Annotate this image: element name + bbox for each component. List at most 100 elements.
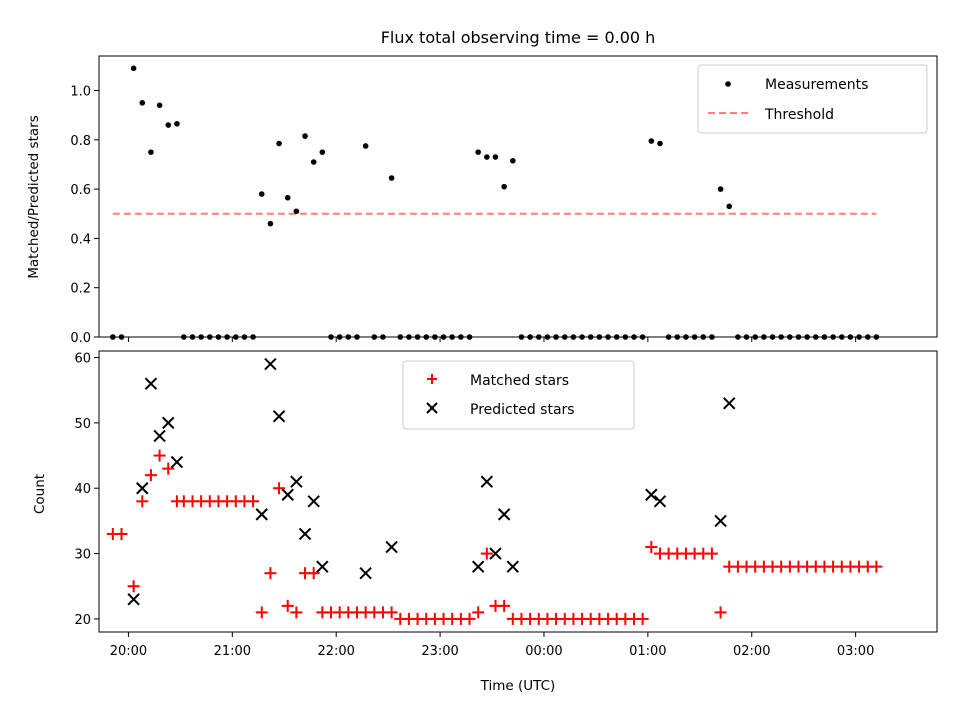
bottom-y-tick-label-0: 20 [74, 613, 91, 628]
top-y-tick-label-4: 0.8 [70, 134, 91, 149]
bottom-x-tick-label-0: 20:00 [110, 644, 147, 659]
measurement-point-42 [475, 149, 481, 155]
legend-measurements-marker [725, 81, 731, 87]
bottom-x-tick-label-3: 23:00 [421, 644, 458, 659]
top-panel: 0.0 0.2 0.4 0.6 0.8 1.0 Matched/Predicted sta… [26, 55, 938, 346]
measurement-point-4 [148, 149, 154, 155]
measurement-point-7 [174, 120, 180, 127]
matched-point-42 [472, 606, 485, 619]
matched-point-23 [307, 567, 320, 580]
predicted-point-17 [480, 475, 494, 488]
measurement-point-23 [310, 159, 317, 165]
matched-point-21 [290, 606, 303, 619]
bottom-panel: 20 30 40 50 60 20:00 21:00 22:00 23:00 00:00 01:0… [32, 350, 938, 694]
top-axes-frame [98, 55, 938, 338]
predicted-point-14 [359, 566, 372, 580]
legend-predicted-label: Predicted stars [470, 402, 575, 418]
legend-matched-marker [427, 374, 437, 384]
legend-threshold-label: Threshold [764, 107, 834, 123]
legend-predicted-marker [426, 402, 438, 414]
bottom-y-tick-label-3: 50 [74, 417, 91, 432]
matched-point-41 [463, 612, 476, 625]
measurement-point-71 [726, 203, 733, 210]
predicted-point-12 [307, 495, 320, 508]
matched-point-16 [247, 495, 260, 508]
measurement-point-21 [293, 208, 300, 215]
measurement-point-19 [276, 140, 282, 147]
matched-point-4 [144, 469, 157, 482]
matched-point-18 [264, 567, 277, 580]
predicted-point-7 [264, 357, 277, 371]
measurement-point-20 [284, 194, 291, 201]
measurement-point-43 [484, 154, 490, 160]
predicted-point-19 [497, 508, 511, 521]
predicted-point-24 [723, 397, 736, 410]
matched-point-45 [498, 599, 511, 612]
predicted-point-4 [162, 416, 175, 430]
top-x-ticks [127, 337, 857, 342]
bottom-x-ticks: 20:00 21:00 22:00 23:00 00:00 01:00 02:00 03:00 [110, 632, 874, 659]
bottom-x-tick-label-7: 03:00 [837, 644, 874, 659]
measurement-point-70 [717, 186, 724, 192]
matched-point-2 [127, 580, 140, 593]
predicted-point-23 [714, 514, 727, 528]
matched-point-20 [281, 599, 294, 612]
top-legend-box [697, 64, 928, 134]
predicted-point-0 [127, 593, 140, 606]
predicted-point-13 [316, 560, 329, 573]
measurement-point-32 [388, 175, 395, 181]
bottom-x-axis-label: Time (UTC) [480, 678, 556, 694]
matched-point-19 [273, 482, 286, 495]
matched-point-70 [714, 606, 727, 619]
top-y-tick-label-5: 1.0 [70, 85, 91, 100]
matched-point-62 [645, 541, 658, 554]
predicted-point-3 [153, 429, 166, 443]
chart-title: Flux total observing time = 0.00 h [381, 28, 656, 47]
predicted-point-10 [290, 475, 303, 488]
measurement-point-22 [302, 133, 308, 139]
bottom-y-tick-label-1: 30 [74, 548, 91, 563]
bottom-y-axis-label: Count [32, 474, 48, 514]
bottom-x-tick-label-2: 22:00 [317, 644, 354, 659]
bottom-legend-box [402, 360, 635, 430]
matched-point-43 [480, 547, 493, 560]
bottom-axes-frame [98, 350, 938, 633]
bottom-x-tick-label-4: 00:00 [525, 644, 562, 659]
predicted-point-15 [385, 540, 398, 554]
top-y-tick-label-2: 0.4 [70, 232, 91, 247]
measurement-point-45 [501, 183, 507, 190]
legend-matched-label: Matched stars [470, 373, 569, 389]
measurement-point-29 [362, 143, 369, 149]
measurement-point-62 [648, 138, 655, 144]
matched-point-17 [255, 606, 268, 619]
legend-measurements-label: Measurements [765, 77, 868, 93]
predicted-point-21 [645, 488, 658, 501]
bottom-marks [106, 357, 883, 625]
predicted-point-18 [489, 547, 502, 560]
measurement-point-5 [156, 102, 163, 109]
bottom-y-tick-label-4: 60 [74, 352, 91, 367]
bottom-x-tick-label-1: 21:00 [214, 644, 251, 659]
measurement-point-24 [319, 149, 326, 155]
matched-point-6 [162, 462, 175, 475]
bottom-y-ticks: 20 30 40 50 60 [74, 352, 99, 628]
matched-point-61 [636, 612, 649, 625]
matched-point-1 [115, 527, 128, 540]
measurement-point-18 [267, 220, 274, 227]
top-y-tick-label-3: 0.6 [70, 183, 91, 198]
top-legend: Measurements Threshold [697, 64, 928, 134]
predicted-point-9 [281, 488, 294, 501]
predicted-point-5 [170, 455, 184, 469]
measurement-point-63 [657, 140, 663, 147]
predicted-point-11 [298, 527, 312, 541]
bottom-y-tick-label-2: 40 [74, 482, 91, 497]
bottom-x-tick-label-5: 01:00 [629, 644, 666, 659]
measurement-point-17 [258, 191, 265, 197]
top-y-ticks: 0.0 0.2 0.4 0.6 0.8 1.0 [70, 85, 99, 346]
top-y-axis-label: Matched/Predicted stars [26, 115, 42, 278]
bottom-x-tick-label-6: 02:00 [733, 644, 770, 659]
top-y-tick-label-0: 0.0 [70, 331, 91, 346]
matched-point-32 [385, 606, 398, 619]
top-y-tick-label-1: 0.2 [70, 282, 91, 297]
